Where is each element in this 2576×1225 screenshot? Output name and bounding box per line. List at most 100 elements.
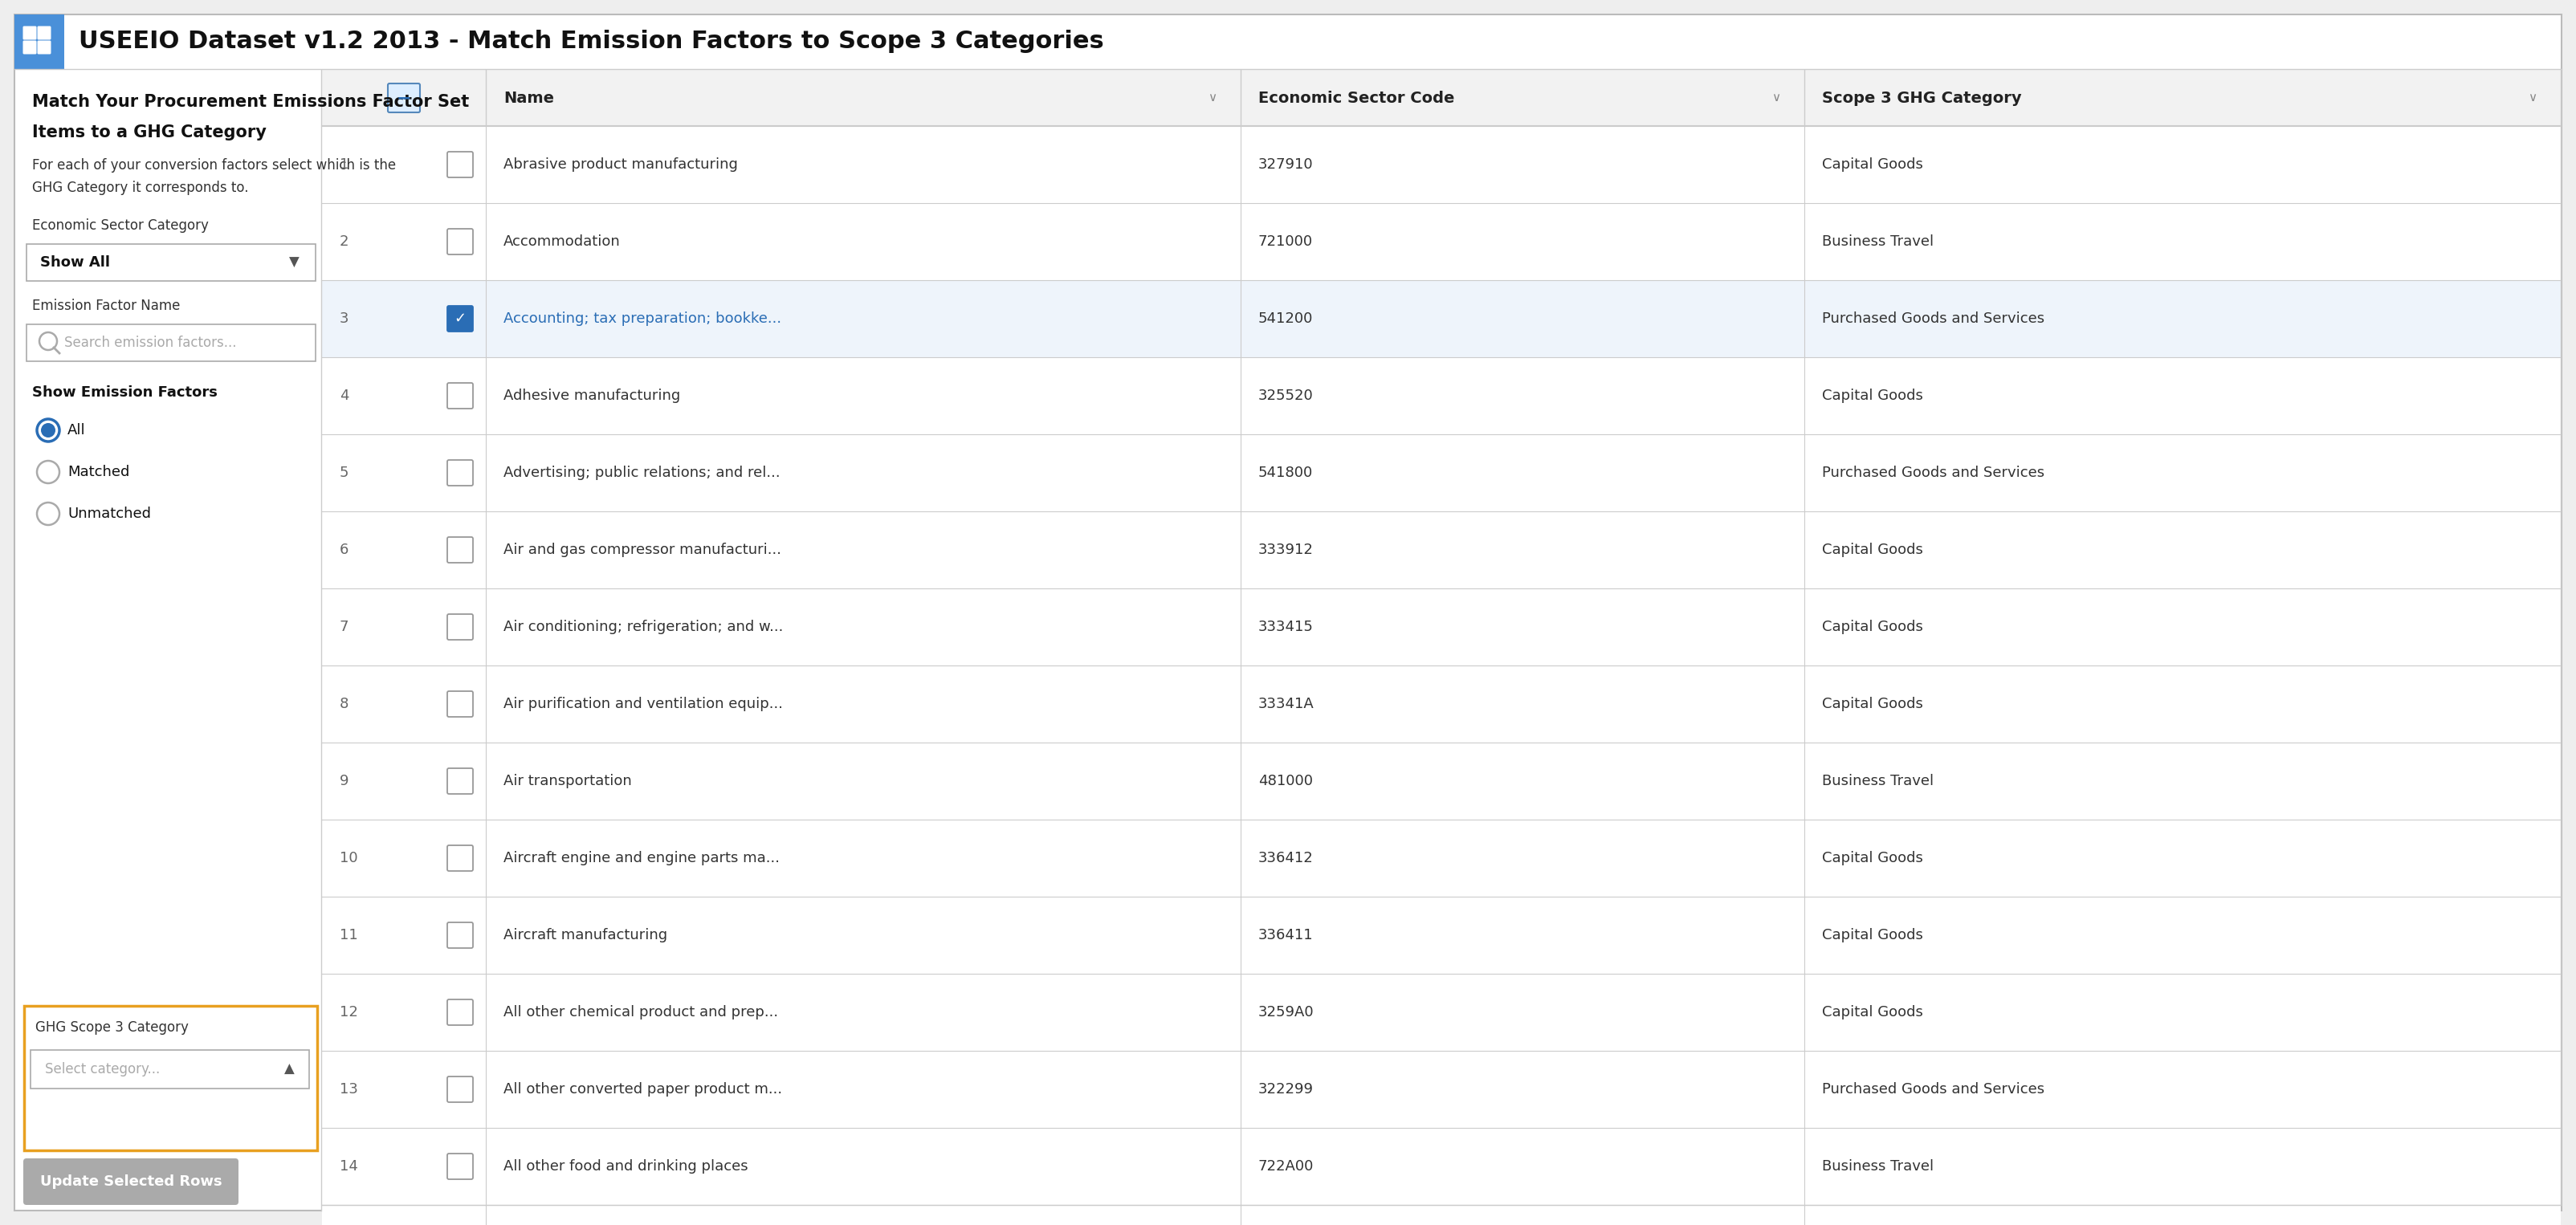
Text: Abrasive product manufacturing: Abrasive product manufacturing bbox=[502, 157, 737, 172]
Text: 333912: 333912 bbox=[1257, 543, 1314, 557]
Text: Purchased Goods and Services: Purchased Goods and Services bbox=[1821, 1082, 2045, 1096]
Text: ∨: ∨ bbox=[1208, 92, 1216, 104]
Text: Business Travel: Business Travel bbox=[1821, 1159, 1935, 1174]
FancyBboxPatch shape bbox=[36, 40, 52, 54]
Text: Capital Goods: Capital Goods bbox=[1821, 620, 1924, 635]
Text: USEEIO Dataset v1.2 2013 - Match Emission Factors to Scope 3 Categories: USEEIO Dataset v1.2 2013 - Match Emissio… bbox=[80, 31, 1105, 54]
Text: 7: 7 bbox=[340, 620, 348, 635]
Text: Economic Sector Category: Economic Sector Category bbox=[31, 218, 209, 233]
Text: ∨: ∨ bbox=[2527, 92, 2537, 104]
Text: Air conditioning; refrigeration; and w...: Air conditioning; refrigeration; and w..… bbox=[502, 620, 783, 635]
Text: 3259A0: 3259A0 bbox=[1257, 1004, 1314, 1019]
Text: Accommodation: Accommodation bbox=[502, 234, 621, 249]
FancyBboxPatch shape bbox=[23, 1159, 240, 1205]
Text: 327910: 327910 bbox=[1257, 157, 1314, 172]
Text: 721000: 721000 bbox=[1257, 234, 1314, 249]
Text: Show Emission Factors: Show Emission Factors bbox=[31, 386, 216, 399]
Text: Name: Name bbox=[502, 91, 554, 105]
Text: 541800: 541800 bbox=[1257, 466, 1314, 480]
Text: Unmatched: Unmatched bbox=[67, 506, 152, 521]
Text: Economic Sector Code: Economic Sector Code bbox=[1257, 91, 1455, 105]
FancyBboxPatch shape bbox=[26, 325, 317, 361]
FancyBboxPatch shape bbox=[448, 1000, 474, 1025]
FancyBboxPatch shape bbox=[322, 203, 2561, 281]
FancyBboxPatch shape bbox=[448, 922, 474, 948]
FancyBboxPatch shape bbox=[322, 820, 2561, 897]
Text: Capital Goods: Capital Goods bbox=[1821, 697, 1924, 712]
Text: Capital Goods: Capital Goods bbox=[1821, 1004, 1924, 1019]
Text: 336411: 336411 bbox=[1257, 929, 1314, 942]
FancyBboxPatch shape bbox=[322, 435, 2561, 511]
FancyBboxPatch shape bbox=[26, 244, 317, 281]
Text: 5: 5 bbox=[340, 466, 348, 480]
FancyBboxPatch shape bbox=[322, 588, 2561, 665]
Text: Emission Factor Name: Emission Factor Name bbox=[31, 299, 180, 314]
FancyBboxPatch shape bbox=[322, 358, 2561, 435]
Text: 1: 1 bbox=[340, 157, 348, 172]
FancyBboxPatch shape bbox=[448, 152, 474, 178]
Text: Match Your Procurement Emissions Factor Set: Match Your Procurement Emissions Factor … bbox=[31, 94, 469, 110]
FancyBboxPatch shape bbox=[31, 1050, 309, 1089]
Text: 6: 6 bbox=[340, 543, 348, 557]
Circle shape bbox=[41, 423, 57, 437]
FancyBboxPatch shape bbox=[23, 1006, 317, 1150]
Text: Capital Goods: Capital Goods bbox=[1821, 388, 1924, 403]
Text: 722A00: 722A00 bbox=[1257, 1159, 1314, 1174]
FancyBboxPatch shape bbox=[448, 768, 474, 794]
FancyBboxPatch shape bbox=[322, 281, 2561, 358]
Text: Search emission factors...: Search emission factors... bbox=[64, 336, 237, 350]
Text: All other converted paper product m...: All other converted paper product m... bbox=[502, 1082, 783, 1096]
Text: ▲: ▲ bbox=[283, 1062, 294, 1077]
Text: Capital Goods: Capital Goods bbox=[1821, 543, 1924, 557]
Text: 3: 3 bbox=[340, 311, 348, 326]
FancyBboxPatch shape bbox=[322, 70, 2561, 126]
FancyBboxPatch shape bbox=[322, 974, 2561, 1051]
FancyBboxPatch shape bbox=[15, 15, 2561, 1210]
Text: Purchased Goods and Services: Purchased Goods and Services bbox=[1821, 466, 2045, 480]
Text: 2: 2 bbox=[340, 234, 348, 249]
Text: All other food and drinking places: All other food and drinking places bbox=[502, 1159, 747, 1174]
Text: 322299: 322299 bbox=[1257, 1082, 1314, 1096]
Text: Adhesive manufacturing: Adhesive manufacturing bbox=[502, 388, 680, 403]
FancyBboxPatch shape bbox=[448, 459, 474, 485]
Text: All: All bbox=[67, 423, 85, 437]
Text: Items to a GHG Category: Items to a GHG Category bbox=[31, 125, 265, 141]
Text: Business Travel: Business Travel bbox=[1821, 774, 1935, 789]
Text: 10: 10 bbox=[340, 851, 358, 865]
FancyBboxPatch shape bbox=[322, 897, 2561, 974]
Text: Scope 3 GHG Category: Scope 3 GHG Category bbox=[1821, 91, 2022, 105]
Text: 8: 8 bbox=[340, 697, 348, 712]
FancyBboxPatch shape bbox=[322, 1051, 2561, 1128]
FancyBboxPatch shape bbox=[322, 1205, 2561, 1225]
Text: Update Selected Rows: Update Selected Rows bbox=[39, 1175, 222, 1189]
FancyBboxPatch shape bbox=[448, 691, 474, 717]
Text: 14: 14 bbox=[340, 1159, 358, 1174]
Text: ✓: ✓ bbox=[453, 311, 466, 326]
Text: Air transportation: Air transportation bbox=[502, 774, 631, 789]
Text: 541200: 541200 bbox=[1257, 311, 1314, 326]
FancyBboxPatch shape bbox=[322, 126, 2561, 203]
Text: 11: 11 bbox=[340, 929, 358, 942]
Text: Aircraft manufacturing: Aircraft manufacturing bbox=[502, 929, 667, 942]
FancyBboxPatch shape bbox=[36, 26, 52, 39]
FancyBboxPatch shape bbox=[448, 845, 474, 871]
Text: 336412: 336412 bbox=[1257, 851, 1314, 865]
Text: Business Travel: Business Travel bbox=[1821, 234, 1935, 249]
FancyBboxPatch shape bbox=[448, 614, 474, 639]
Text: 4: 4 bbox=[340, 388, 348, 403]
Circle shape bbox=[36, 419, 59, 441]
FancyBboxPatch shape bbox=[23, 40, 36, 54]
Text: −: − bbox=[397, 89, 412, 107]
FancyBboxPatch shape bbox=[322, 511, 2561, 588]
Text: All other chemical product and prep...: All other chemical product and prep... bbox=[502, 1004, 778, 1019]
FancyBboxPatch shape bbox=[389, 83, 420, 113]
FancyBboxPatch shape bbox=[448, 537, 474, 562]
Circle shape bbox=[36, 502, 59, 526]
FancyBboxPatch shape bbox=[448, 383, 474, 409]
Text: For each of your conversion factors select which is the: For each of your conversion factors sele… bbox=[31, 158, 397, 173]
Text: Matched: Matched bbox=[67, 464, 129, 479]
Text: Advertising; public relations; and rel...: Advertising; public relations; and rel..… bbox=[502, 466, 781, 480]
Text: ▼: ▼ bbox=[289, 255, 299, 269]
Text: Capital Goods: Capital Goods bbox=[1821, 157, 1924, 172]
Text: GHG Category it corresponds to.: GHG Category it corresponds to. bbox=[31, 180, 247, 195]
